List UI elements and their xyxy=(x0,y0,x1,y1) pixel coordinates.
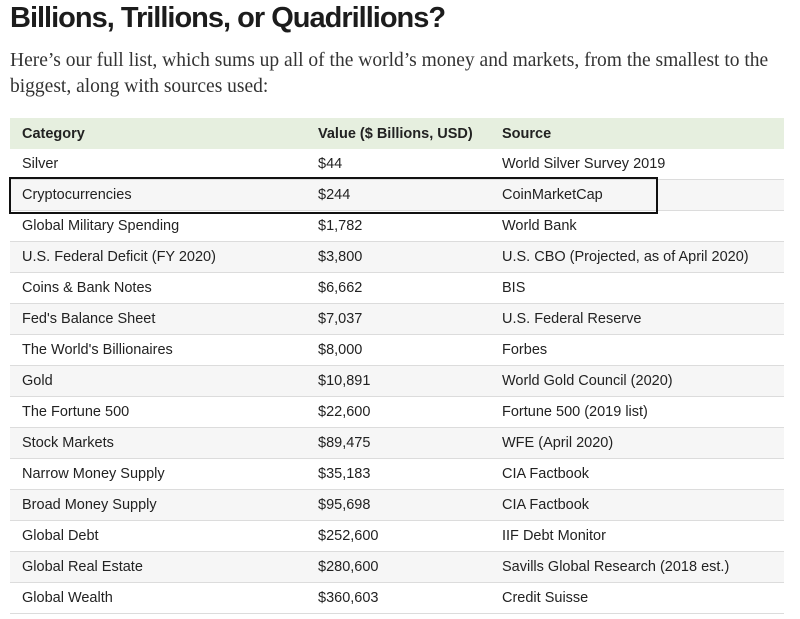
cell-category: Narrow Money Supply xyxy=(22,466,165,482)
cell-source: CIA Factbook xyxy=(502,466,590,482)
cell-category: Global Wealth xyxy=(22,590,113,606)
cell-source: U.S. Federal Reserve xyxy=(502,311,642,327)
cell-value: $280,600 xyxy=(318,559,379,575)
cell-value: $1,782 xyxy=(318,218,363,234)
data-table: Category Value ($ Billions, USD) Source … xyxy=(10,118,784,614)
table-row: Coins & Bank Notes $6,662 BIS xyxy=(10,273,784,304)
cell-value: $252,600 xyxy=(318,528,379,544)
table-row: Silver $44 World Silver Survey 2019 xyxy=(10,149,784,180)
table-header-row: Category Value ($ Billions, USD) Source xyxy=(10,118,784,149)
table-row: Global Real Estate $280,600 Savills Global… xyxy=(10,552,784,583)
cell-source: World Gold Council (2020) xyxy=(502,373,673,389)
cell-category: Global Debt xyxy=(22,528,99,544)
cell-category: U.S. Federal Deficit (FY 2020) xyxy=(22,249,216,265)
cell-category: Fed's Balance Sheet xyxy=(22,311,156,327)
cell-source: U.S. CBO (Projected, as of April 2020) xyxy=(502,249,749,265)
page-title: Billions, Trillions, or Quadrillions? xyxy=(10,2,446,34)
table-row: U.S. Federal Deficit (FY 2020) $3,800 U.S.… xyxy=(10,242,784,273)
cell-source: World Bank xyxy=(502,218,577,234)
cell-value: $44 xyxy=(318,156,343,172)
cell-value: $95,698 xyxy=(318,497,371,513)
cell-source: Fortune 500 (2019 list) xyxy=(502,404,648,420)
cell-value: $35,183 xyxy=(318,466,371,482)
table-row: Narrow Money Supply $35,183 CIA Factbook xyxy=(10,459,784,490)
cell-source: IIF Debt Monitor xyxy=(502,528,606,544)
cell-value: $3,800 xyxy=(318,249,363,265)
table-row: Gold $10,891 World Gold Council (2020) xyxy=(10,366,784,397)
table-row: The World's Billionaires $8,000 Forbes xyxy=(10,335,784,366)
table-row: Global Wealth $360,603 Credit Suisse xyxy=(10,583,784,614)
cell-value: $8,000 xyxy=(318,342,363,358)
cell-category: The World's Billionaires xyxy=(22,342,173,358)
cell-source: BIS xyxy=(502,280,526,296)
cell-value: $244 xyxy=(318,187,351,203)
cell-category: Silver xyxy=(22,156,59,172)
header-value: Value ($ Billions, USD) xyxy=(318,125,473,142)
cell-source: Savills Global Research (2018 est.) xyxy=(502,559,730,575)
cell-value: $6,662 xyxy=(318,280,363,296)
cell-category: Global Real Estate xyxy=(22,559,143,575)
cell-category: Global Military Spending xyxy=(22,218,180,234)
cell-value: $7,037 xyxy=(318,311,363,327)
cell-source: CoinMarketCap xyxy=(502,187,603,203)
cell-category: The Fortune 500 xyxy=(22,404,130,420)
cell-source: Credit Suisse xyxy=(502,590,589,606)
cell-category: Cryptocurrencies xyxy=(22,187,132,203)
header-source: Source xyxy=(502,125,552,142)
table-row: Global Military Spending $1,782 World Bank xyxy=(10,211,784,242)
header-category: Category xyxy=(22,125,85,142)
intro-paragraph: Here’s our full list, which sums up all … xyxy=(10,50,769,97)
cell-category: Gold xyxy=(22,373,53,389)
table-row: Global Debt $252,600 IIF Debt Monitor xyxy=(10,521,784,552)
cell-value: $22,600 xyxy=(318,404,371,420)
cell-category: Stock Markets xyxy=(22,435,114,451)
cell-source: WFE (April 2020) xyxy=(502,435,614,451)
cell-source: CIA Factbook xyxy=(502,497,590,513)
table-row: The Fortune 500 $22,600 Fortune 500 (2019 … xyxy=(10,397,784,428)
cell-source: Forbes xyxy=(502,342,548,358)
table-row: Stock Markets $89,475 WFE (April 2020) xyxy=(10,428,784,459)
cell-source: World Silver Survey 2019 xyxy=(502,156,666,172)
table-row: Cryptocurrencies $244 CoinMarketCap xyxy=(10,180,784,211)
cell-value: $89,475 xyxy=(318,435,371,451)
table-row: Broad Money Supply $95,698 CIA Factbook xyxy=(10,490,784,521)
cell-value: $360,603 xyxy=(318,590,379,606)
cell-value: $10,891 xyxy=(318,373,371,389)
cell-category: Coins & Bank Notes xyxy=(22,280,152,296)
table-row: Fed's Balance Sheet $7,037 U.S. Federal Re… xyxy=(10,304,784,335)
cell-category: Broad Money Supply xyxy=(22,497,157,513)
